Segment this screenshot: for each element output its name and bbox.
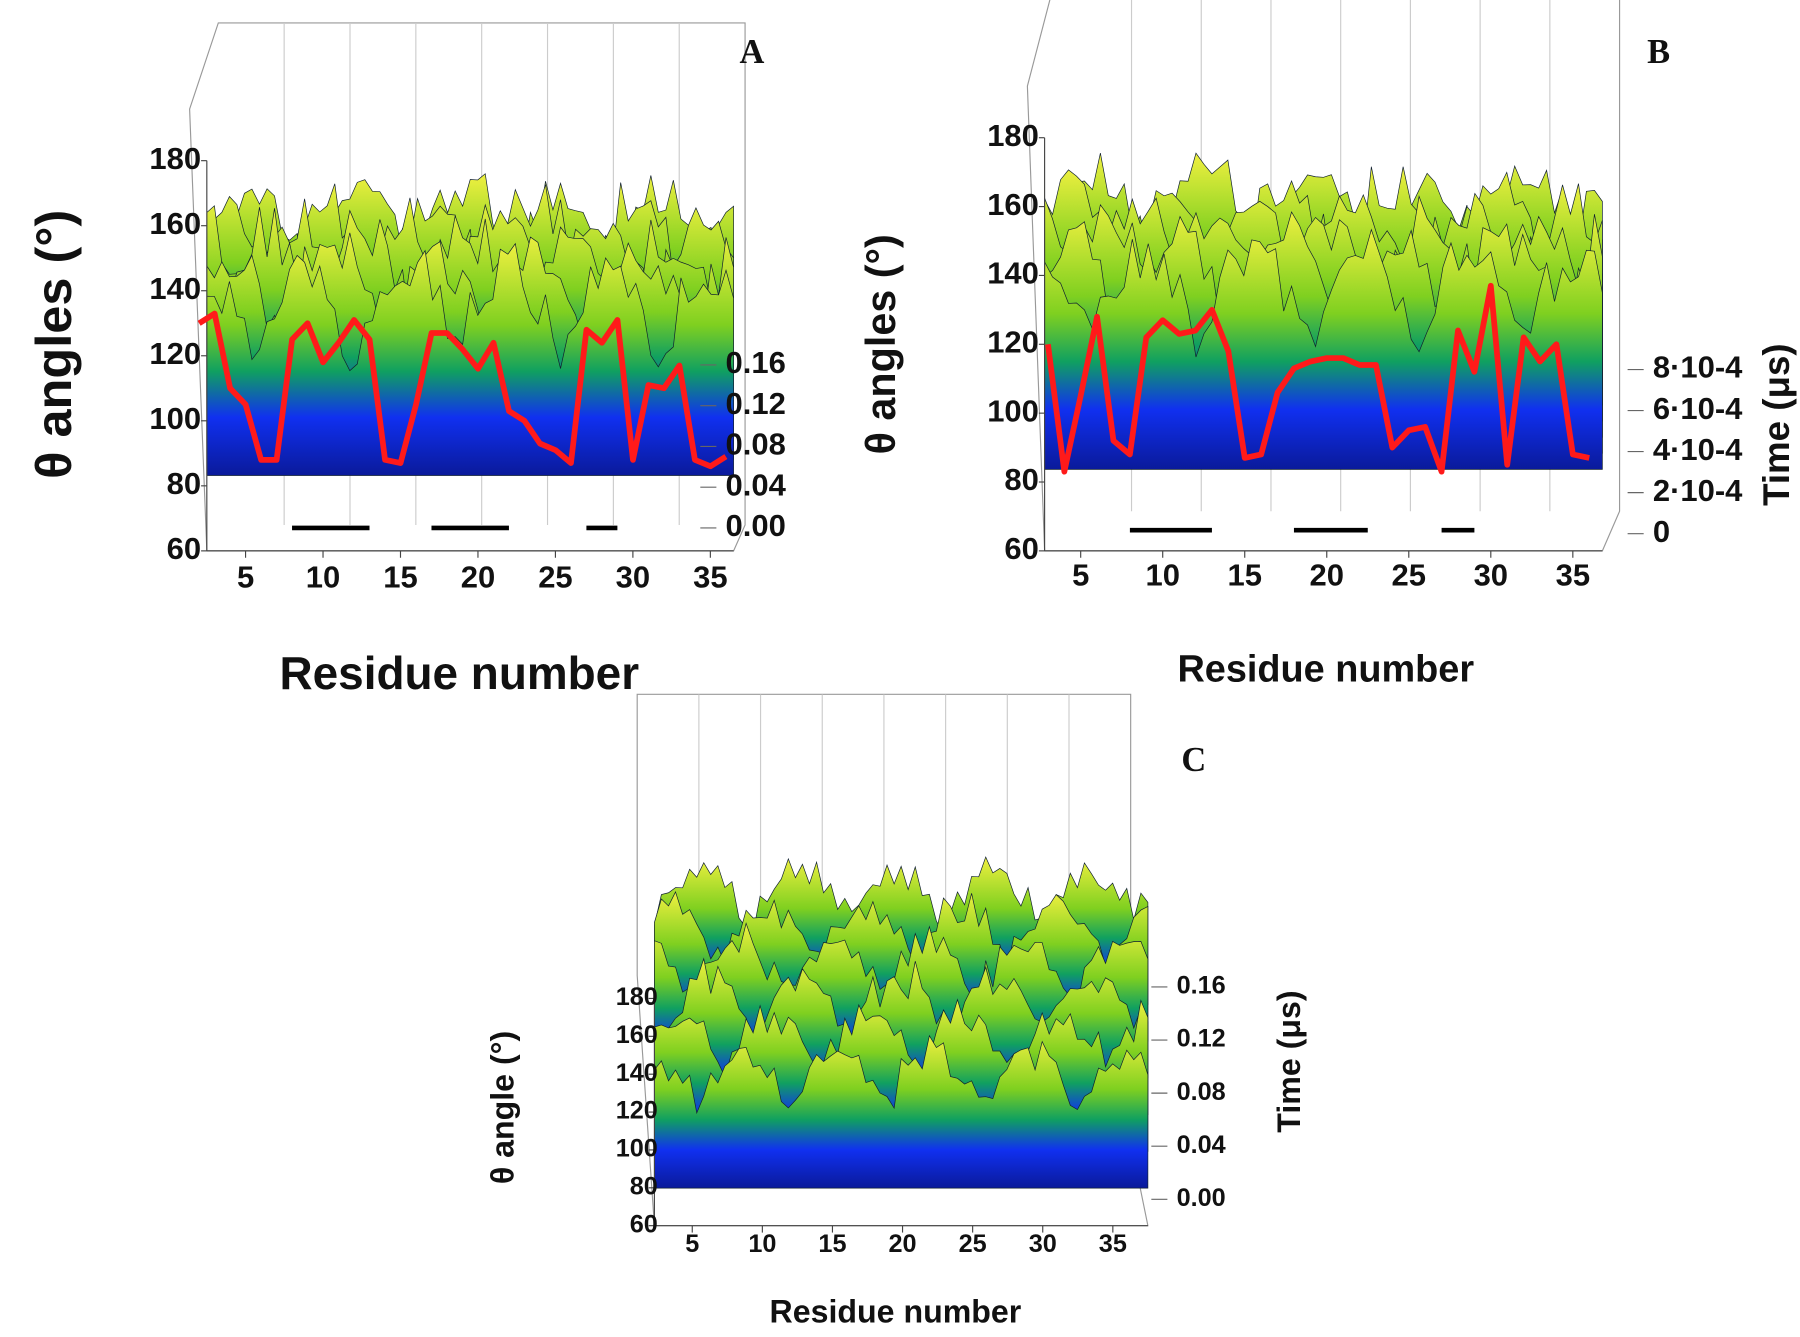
x-tick-label: 5 bbox=[685, 1230, 699, 1258]
x-axis-label: Residue number bbox=[1177, 648, 1474, 690]
x-tick-label: 25 bbox=[1392, 557, 1426, 592]
z-tick-label: 0.16 bbox=[726, 345, 786, 380]
y-tick-label: 180 bbox=[616, 983, 658, 1011]
y-tick-label: 120 bbox=[616, 1097, 658, 1125]
x-axis-label: Residue number bbox=[280, 647, 640, 699]
y-tick-label: 100 bbox=[616, 1135, 658, 1163]
z-tick-label: 0.08 bbox=[1177, 1078, 1226, 1106]
y-tick-label: 100 bbox=[149, 401, 201, 436]
x-tick-label: 25 bbox=[538, 560, 572, 595]
z-tick-label: 2·10-4 bbox=[1653, 473, 1743, 508]
x-tick-label: 30 bbox=[1474, 557, 1508, 592]
x-tick-label: 5 bbox=[237, 560, 254, 595]
x-tick-label: 15 bbox=[818, 1230, 846, 1258]
y-tick-label: 120 bbox=[149, 336, 201, 371]
panel-title: B bbox=[1647, 33, 1670, 71]
data-line bbox=[197, 310, 728, 470]
surface bbox=[654, 1034, 1149, 1189]
y-tick-label: 140 bbox=[616, 1059, 658, 1087]
x-tick-label: 10 bbox=[306, 560, 340, 595]
x-tick-label: 35 bbox=[1099, 1230, 1127, 1258]
x-tick-label: 20 bbox=[889, 1230, 917, 1258]
z-tick-label: 8·10-4 bbox=[1653, 350, 1743, 385]
x-tick-label: 35 bbox=[1556, 557, 1590, 592]
z-tick-label: 0.04 bbox=[1177, 1131, 1226, 1159]
x-tick-label: 20 bbox=[1310, 557, 1344, 592]
z-tick-label: 4·10-4 bbox=[1653, 432, 1743, 467]
x-tick-label: 30 bbox=[1029, 1230, 1057, 1258]
panel: 5 10 15 20 25 30 35 60 80 100 120 140 160 180 0.00 0.04… bbox=[25, 22, 787, 699]
y-tick-label: 180 bbox=[987, 118, 1039, 153]
panel-title: C bbox=[1181, 741, 1206, 779]
x-tick-label: 30 bbox=[616, 560, 650, 595]
panel: 5 10 15 20 25 30 35 60 80 100 120 140 160 180 0 2·10-4 4… bbox=[858, 0, 1797, 690]
x-axis-label: Residue number bbox=[770, 1294, 1022, 1330]
y-tick-label: 140 bbox=[987, 256, 1039, 291]
z-tick-label: 0.12 bbox=[726, 386, 786, 421]
y-tick-label: 80 bbox=[1004, 462, 1038, 497]
x-tick-label: 15 bbox=[383, 560, 417, 595]
z-tick-label: 6·10-4 bbox=[1653, 391, 1743, 426]
x-tick-label: 10 bbox=[1145, 557, 1179, 592]
data-line bbox=[1045, 282, 1590, 475]
z-tick-label: 0.12 bbox=[1177, 1025, 1226, 1053]
z-tick-label: 0 bbox=[1653, 514, 1670, 549]
x-tick-label: 25 bbox=[959, 1230, 987, 1258]
z-tick-label: 0.04 bbox=[726, 467, 787, 502]
y-tick-label: 100 bbox=[987, 393, 1039, 428]
panel: 5 10 15 20 25 30 35 60 80 100 120 140 160 180 0.00 0.04… bbox=[485, 693, 1307, 1330]
y-tick-label: 120 bbox=[987, 324, 1039, 359]
y-tick-label: 160 bbox=[149, 206, 201, 241]
y-tick-label: 140 bbox=[149, 271, 201, 306]
z-axis-label: Time (μs) bbox=[1271, 990, 1307, 1132]
z-axis-label: Time (μs) bbox=[1756, 343, 1797, 506]
y-tick-label: 60 bbox=[167, 531, 201, 566]
y-axis-label: θ angle (°) bbox=[485, 1031, 521, 1184]
x-tick-label: 20 bbox=[461, 560, 495, 595]
y-axis-label: θ angles (°) bbox=[858, 234, 904, 454]
y-tick-label: 80 bbox=[167, 466, 201, 501]
y-tick-label: 160 bbox=[987, 187, 1039, 222]
x-tick-label: 15 bbox=[1228, 557, 1262, 592]
x-tick-label: 10 bbox=[748, 1230, 776, 1258]
x-tick-label: 5 bbox=[1072, 557, 1089, 592]
y-axis-label: θ angles (°) bbox=[25, 210, 82, 479]
z-tick-label: 0.16 bbox=[1177, 972, 1226, 1000]
y-tick-label: 180 bbox=[149, 141, 201, 176]
y-tick-label: 60 bbox=[1004, 531, 1038, 566]
surface bbox=[1044, 228, 1603, 470]
y-tick-label: 60 bbox=[630, 1210, 658, 1238]
x-tick-label: 35 bbox=[693, 560, 727, 595]
y-tick-label: 160 bbox=[616, 1021, 658, 1049]
panel-title: A bbox=[740, 33, 765, 71]
y-tick-label: 80 bbox=[630, 1172, 658, 1200]
z-tick-label: 0.08 bbox=[726, 427, 786, 462]
z-tick-label: 0.00 bbox=[726, 508, 786, 543]
z-tick-label: 0.00 bbox=[1177, 1184, 1226, 1212]
